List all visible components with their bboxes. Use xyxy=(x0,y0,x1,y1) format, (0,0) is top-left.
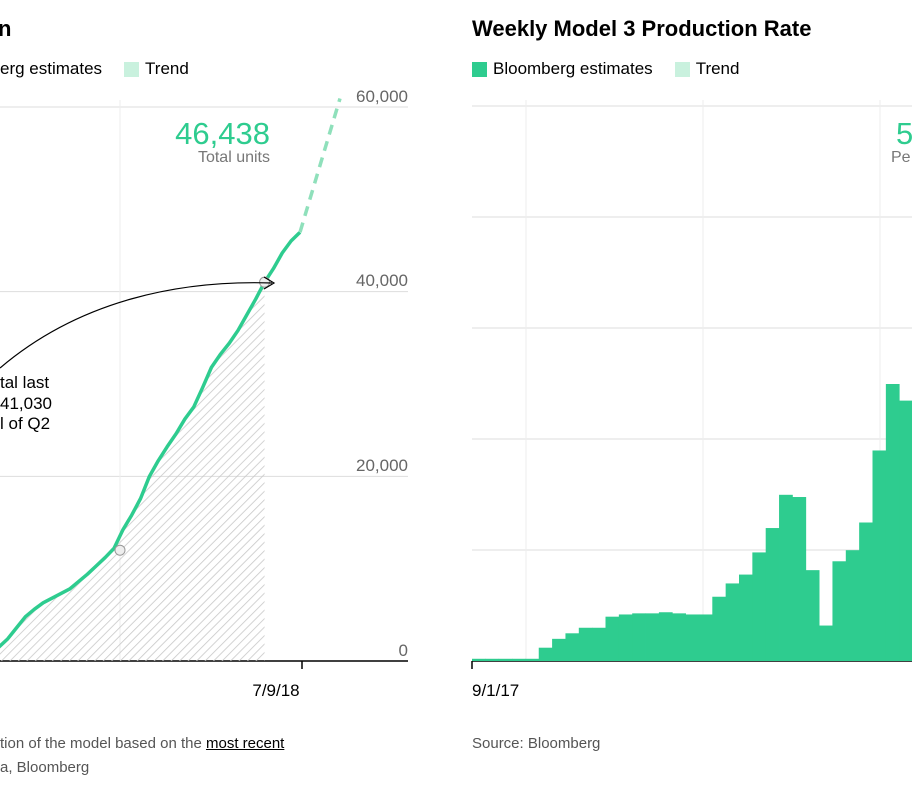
right-bar-10 xyxy=(605,616,620,661)
left-hatched-area xyxy=(0,282,265,661)
right-bar-series xyxy=(472,384,912,661)
annotation-line-2: 41,030 xyxy=(0,394,52,413)
annotation-line-1: tal last xyxy=(0,373,49,392)
right-legend-estimates-label: Bloomberg estimates xyxy=(493,59,653,78)
left-chart-title: n xyxy=(0,16,12,41)
left-marker-mid xyxy=(114,544,126,556)
right-bar-15 xyxy=(672,613,686,661)
right-bar-32 xyxy=(899,400,912,661)
right-bar-26 xyxy=(819,625,833,661)
right-bar-30 xyxy=(872,450,887,661)
right-bar-13 xyxy=(645,613,660,661)
right-bar-14 xyxy=(658,612,673,661)
right-bar-31 xyxy=(885,384,900,661)
right-legend-trend-swatch xyxy=(674,61,690,77)
right-chart-title: Weekly Model 3 Production Rate xyxy=(472,16,812,41)
right-bar-18 xyxy=(712,596,727,661)
right-bar-12 xyxy=(632,613,646,661)
right-bar-25 xyxy=(805,570,820,661)
left-ytick-20000: 20,000 xyxy=(356,456,408,475)
right-bar-5 xyxy=(538,647,553,661)
right-bar-29 xyxy=(859,522,873,661)
right-bar-1 xyxy=(485,658,500,661)
right-bar-9 xyxy=(592,627,606,661)
annotation-arrow-head xyxy=(263,276,276,290)
right-bar-20 xyxy=(739,574,753,661)
right-bar-6 xyxy=(552,638,566,661)
right-bar-27 xyxy=(832,561,847,661)
right-legend-trend-label: Trend xyxy=(695,59,740,78)
left-source: a, Bloomberg xyxy=(0,759,90,776)
right-source: Source: Bloomberg xyxy=(472,735,601,752)
left-total-value: 46,438 xyxy=(175,116,270,151)
left-legend: erg estimates Trend xyxy=(0,59,189,79)
left-footnote-text: tion of the model based on the xyxy=(0,735,206,752)
left-xtick-7-9-18: 7/9/18 xyxy=(252,681,299,700)
left-legend-trend-label: Trend xyxy=(145,59,189,78)
right-legend: Bloomberg estimates Trend xyxy=(472,59,739,79)
left-footnote: tion of the model based on the most rece… xyxy=(0,735,284,752)
left-total-label: Total units xyxy=(198,149,270,166)
right-bar-17 xyxy=(698,614,713,661)
right-bar-4 xyxy=(525,658,540,661)
right-bar-16 xyxy=(685,614,700,661)
right-bar-7 xyxy=(565,633,580,661)
right-bar-3 xyxy=(512,658,526,661)
right-bar-19 xyxy=(725,583,740,661)
right-labels: 9/1/17 5 Pe xyxy=(472,116,912,700)
left-ytick-40000: 40,000 xyxy=(356,271,408,290)
right-bar-28 xyxy=(845,550,860,661)
right-bar-0 xyxy=(472,658,486,661)
right-bar-2 xyxy=(498,658,513,661)
right-legend-estimates-swatch xyxy=(472,61,487,77)
left-legend-trend-swatch xyxy=(124,61,140,77)
left-trend-line xyxy=(298,98,342,233)
most-recent-link[interactable]: most recent xyxy=(205,735,285,752)
left-ytick-0: 0 xyxy=(399,641,408,660)
right-bar-21 xyxy=(752,552,767,661)
annotation-line-3: l of Q2 xyxy=(0,414,50,433)
right-xtick-9-1-17: 9/1/17 xyxy=(472,681,519,700)
left-legend-estimates-label: erg estimates xyxy=(0,59,103,78)
right-bar-24 xyxy=(792,497,807,661)
left-labels: 60,000 40,000 20,000 0 7/9/18 46,438 Tot… xyxy=(0,87,408,700)
right-peak-value: 5 xyxy=(896,116,912,151)
right-bar-11 xyxy=(618,614,633,661)
left-hatch-area xyxy=(0,282,265,661)
left-ytick-60000: 60,000 xyxy=(356,87,408,106)
right-bar-8 xyxy=(578,627,593,661)
left-estimates-line xyxy=(0,230,302,649)
annotation-arrow-curve xyxy=(0,282,273,369)
left-line-series xyxy=(0,98,342,649)
right-bar-23 xyxy=(779,494,793,661)
right-peak-label: Pe xyxy=(891,149,911,166)
right-bar-22 xyxy=(765,528,780,661)
